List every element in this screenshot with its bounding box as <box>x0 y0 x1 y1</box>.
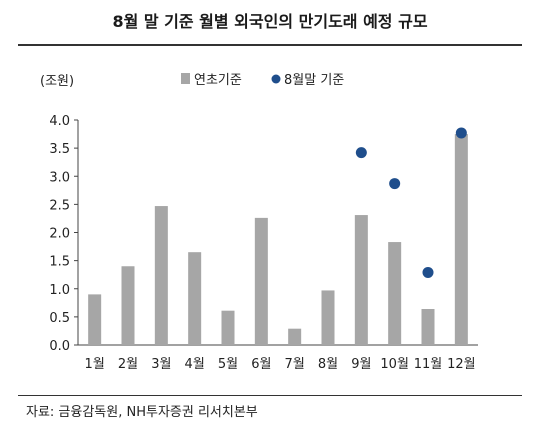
dot-11월 <box>422 266 434 278</box>
footer-divider <box>18 395 522 396</box>
x-tick-label: 2월 <box>118 357 138 372</box>
bars-series <box>88 134 468 345</box>
source-note: 자료: 금융감독원, NH투자증권 리서치본부 <box>26 405 258 420</box>
legend: 연초기준 8월말 기준 <box>181 73 344 88</box>
x-tick-label: 6월 <box>251 357 271 372</box>
bar-9월 <box>354 215 368 345</box>
dots-series <box>355 127 467 278</box>
legend-swatch-dot <box>271 74 281 84</box>
legend-swatch-bar <box>181 73 190 84</box>
y-tick-label: 4.0 <box>49 114 70 129</box>
dot-12월 <box>455 127 467 139</box>
y-tick-label: 0.5 <box>49 311 70 326</box>
title-divider <box>18 44 522 46</box>
bar-2월 <box>121 266 135 345</box>
y-tick-label: 2.5 <box>49 198 70 213</box>
x-tick-label: 3월 <box>151 357 171 372</box>
x-tick-labels: 1월 2월 3월 4월 5월 6월 7월 8월 9월 10월 11월 12월 <box>85 357 476 372</box>
x-tick-label: 12월 <box>447 357 476 372</box>
y-unit-label: (조원) <box>40 74 74 89</box>
x-tick-label: 5월 <box>218 357 238 372</box>
y-ticks: 4.0 3.5 3.0 2.5 2.0 1.5 1.0 0.5 0.0 <box>49 114 78 354</box>
legend-label-dot: 8월말 기준 <box>284 73 344 88</box>
bar-1월 <box>88 294 102 345</box>
x-tick-label: 4월 <box>185 357 205 372</box>
x-tick-label: 8월 <box>318 357 338 372</box>
bar-4월 <box>188 252 202 345</box>
y-tick-label: 0.0 <box>49 339 70 354</box>
x-tick-label: 7월 <box>285 357 305 372</box>
bar-11월 <box>421 309 435 345</box>
dot-9월 <box>355 147 367 159</box>
bar-6월 <box>254 217 268 345</box>
bar-8월 <box>321 290 335 345</box>
chart-title: 8월 말 기준 월별 외국인의 만기도래 예정 규모 <box>112 12 428 31</box>
bar-5월 <box>221 310 235 345</box>
y-tick-label: 3.0 <box>49 170 70 185</box>
bar-10월 <box>388 242 402 345</box>
y-tick-label: 1.0 <box>49 283 70 298</box>
bar-12월 <box>454 134 468 345</box>
y-tick-label: 1.5 <box>49 255 70 270</box>
x-tick-label: 11월 <box>414 357 443 372</box>
x-tick-label: 1월 <box>85 357 105 372</box>
bar-7월 <box>288 328 302 345</box>
x-tick-label: 10월 <box>380 357 409 372</box>
y-tick-label: 3.5 <box>49 142 70 157</box>
bar-3월 <box>154 206 168 345</box>
y-tick-label: 2.0 <box>49 227 70 242</box>
dot-10월 <box>389 178 401 190</box>
legend-label-bar: 연초기준 <box>194 73 242 88</box>
x-tick-label: 9월 <box>351 357 371 372</box>
